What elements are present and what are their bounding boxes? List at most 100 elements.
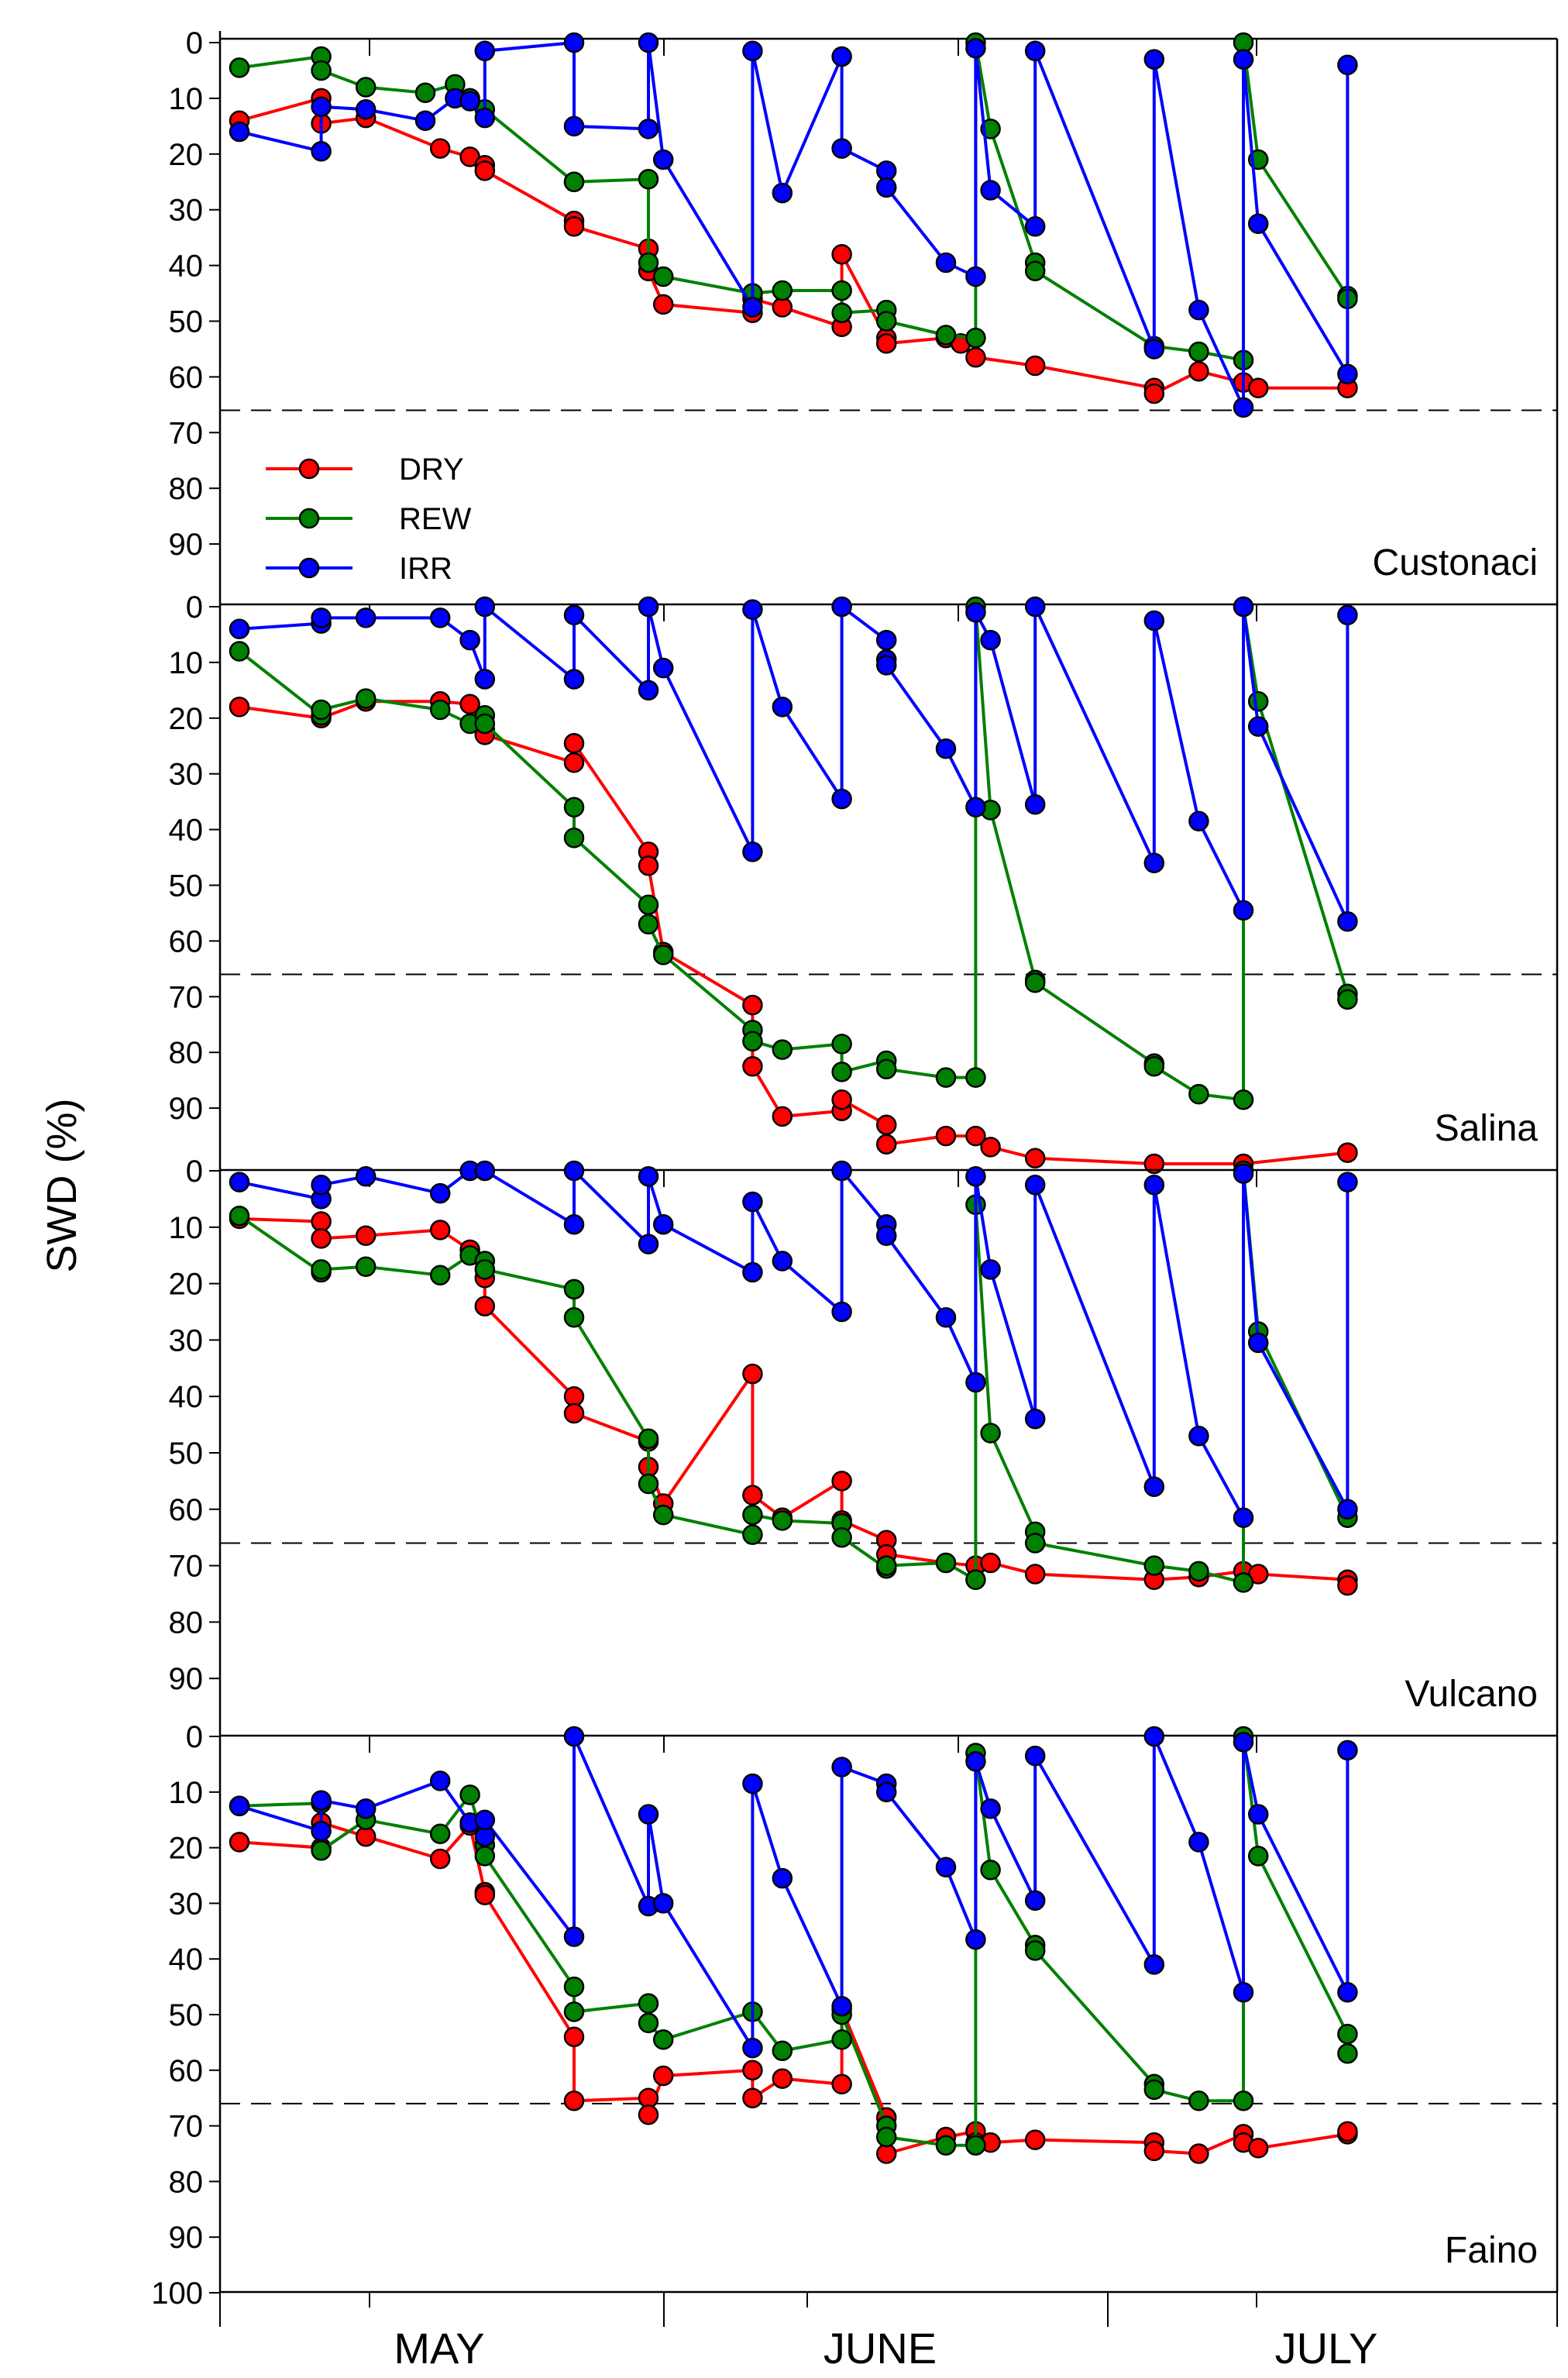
data-point-irr (875, 1225, 897, 1246)
data-point-dry (563, 2026, 585, 2047)
data-point-rew (965, 1067, 986, 1088)
data-point-irr (1337, 910, 1358, 932)
data-point-rew (875, 1058, 897, 1080)
data-point-irr (772, 182, 793, 204)
legend: DRY REW IRR (266, 453, 472, 586)
y-tick-label-90: 90 (169, 528, 204, 562)
data-point-irr (1233, 49, 1254, 70)
data-point-dry (1024, 1564, 1046, 1585)
data-point-irr (1143, 339, 1165, 360)
data-point-dry (563, 1402, 585, 1424)
data-point-irr (638, 1234, 659, 1254)
data-point-rew (965, 327, 986, 349)
data-point-dry (831, 243, 852, 265)
data-point-dry (355, 1225, 377, 1246)
data-point-irr (831, 46, 852, 67)
data-point-dry (980, 1552, 1001, 1574)
data-point-rew (742, 1031, 763, 1052)
series-line-irr (239, 1735, 1350, 2050)
y-tick-label-70: 70 (169, 1550, 204, 1584)
data-point-irr (563, 1160, 585, 1182)
data-point-irr (1188, 810, 1209, 832)
data-point-rew (980, 1860, 1001, 1881)
data-point-dry (772, 2068, 793, 2089)
y-tick-label-90: 90 (169, 1662, 204, 1696)
data-point-dry (1247, 2138, 1269, 2159)
data-point-irr (474, 596, 496, 618)
data-point-irr (935, 1307, 957, 1328)
data-point-irr (311, 140, 332, 162)
data-point-irr (311, 607, 332, 628)
data-point-rew (563, 1278, 585, 1300)
month-label-may: MAY (394, 2324, 484, 2373)
data-point-rew (1188, 2091, 1209, 2111)
y-tick-label-60: 60 (169, 360, 204, 394)
data-point-rew (638, 2012, 659, 2034)
y-tick-label-0: 0 (186, 1155, 203, 1189)
data-point-dry (742, 1055, 763, 1077)
data-point-dry (1143, 1153, 1165, 1175)
data-point-irr (772, 1251, 793, 1272)
data-point-dry (875, 1134, 897, 1155)
data-point-irr (965, 37, 986, 59)
data-point-rew (652, 2029, 674, 2050)
data-point-irr (1247, 1804, 1269, 1825)
y-tick-label-80: 80 (169, 1605, 204, 1640)
y-tick-label-10: 10 (169, 1776, 204, 1810)
data-point-rew (229, 641, 250, 662)
data-point-irr (355, 99, 377, 120)
y-tick-label-70: 70 (169, 980, 204, 1014)
data-point-rew (1337, 989, 1358, 1010)
y-tick-label-70: 70 (169, 2110, 204, 2144)
data-point-rew (1143, 1555, 1165, 1576)
series-irr (229, 1160, 1358, 1528)
data-point-irr (563, 1213, 585, 1235)
data-point-irr (965, 1371, 986, 1393)
data-point-irr (742, 1773, 763, 1795)
data-point-dry (474, 1296, 496, 1316)
data-point-rew (429, 1823, 451, 1844)
y-tick-label-20: 20 (169, 138, 204, 172)
data-point-dry (1337, 2121, 1358, 2142)
data-point-dry (831, 1471, 852, 1492)
series-dry (229, 1812, 1358, 2164)
data-point-rew (875, 1555, 897, 1576)
y-tick-label-0: 0 (186, 26, 203, 60)
data-point-rew (638, 168, 659, 190)
data-point-irr (355, 1798, 377, 1819)
data-point-irr (831, 596, 852, 618)
data-point-irr (1337, 1982, 1358, 2003)
data-point-irr (311, 96, 332, 117)
legend-label-irr: IRR (399, 552, 452, 586)
data-point-dry (229, 1832, 250, 1853)
bottom-axis: MAY JUNE JULY (219, 2290, 1558, 2373)
data-point-irr (1233, 596, 1254, 618)
data-point-irr (1024, 1174, 1046, 1196)
data-point-rew (355, 1256, 377, 1278)
data-point-rew (965, 2135, 986, 2156)
data-point-rew (474, 713, 496, 735)
y-tick-label-100: 100 (151, 2276, 203, 2311)
series-irr (229, 596, 1358, 932)
data-point-rew (831, 1034, 852, 1055)
panels-layer: 0 10 20 30 40 50 60 70 80 90 Custonaci DRY REW IRR 0 10… (151, 26, 1559, 2311)
data-point-irr (980, 1798, 1001, 1819)
data-point-irr (1143, 1726, 1165, 1747)
data-point-irr (429, 1771, 451, 1791)
data-point-irr (875, 629, 897, 651)
series-line-irr (239, 41, 1350, 409)
data-point-rew (652, 1504, 674, 1526)
data-point-dry (474, 1884, 496, 1905)
data-point-irr (742, 297, 763, 318)
series-rew (229, 32, 1358, 371)
data-point-irr (772, 697, 793, 718)
data-point-irr (1024, 596, 1046, 618)
data-point-irr (1143, 852, 1165, 873)
data-point-rew (1188, 1083, 1209, 1105)
data-point-rew (563, 2001, 585, 2022)
data-point-dry (563, 1385, 585, 1407)
data-point-irr (965, 601, 986, 623)
data-point-irr (742, 40, 763, 62)
data-point-rew (1233, 1572, 1254, 1593)
